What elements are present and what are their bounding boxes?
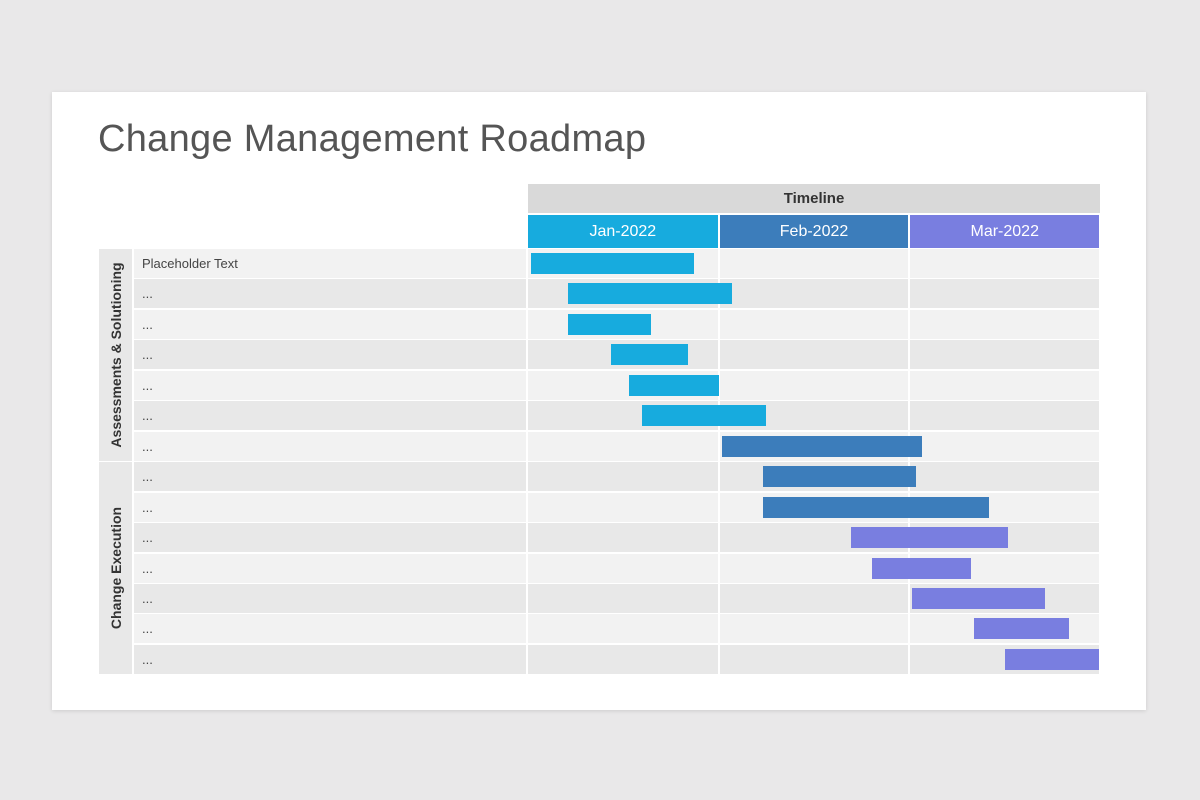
task-row: ... <box>134 492 1100 522</box>
task-bar[interactable] <box>610 344 688 366</box>
task-label-cell <box>134 553 526 583</box>
timeline-cell <box>719 309 909 339</box>
task-label-cell <box>134 431 526 461</box>
timeline-cell <box>528 644 718 674</box>
task-label-cell <box>134 523 526 553</box>
month-header: Mar-2022 <box>910 215 1100 248</box>
timeline-cell <box>719 614 909 644</box>
timeline-cell <box>910 340 1100 370</box>
task-label-cell <box>134 249 526 278</box>
task-bar[interactable] <box>1004 648 1099 670</box>
task-bar[interactable] <box>762 466 916 488</box>
task-row: ... <box>134 614 1100 644</box>
task-label: ... <box>142 651 153 667</box>
timeline-cell <box>528 492 718 522</box>
task-bar[interactable] <box>973 618 1070 640</box>
task-label-cell <box>134 279 526 309</box>
task-label: ... <box>142 560 153 576</box>
task-label-cell <box>134 614 526 644</box>
task-row: ... <box>134 523 1100 553</box>
task-row: ... <box>134 340 1100 370</box>
task-label-cell <box>134 583 526 613</box>
task-row: ... <box>134 309 1100 339</box>
task-label: ... <box>142 377 153 393</box>
timeline-cell <box>528 583 718 613</box>
timeline-cell <box>719 249 909 278</box>
task-label: ... <box>142 590 153 606</box>
task-row: ... <box>134 370 1100 400</box>
task-row: ... <box>134 553 1100 583</box>
section-label-text: Assessments & Solutioning <box>107 262 124 448</box>
task-row: ... <box>134 644 1100 674</box>
timeline-cell <box>719 279 909 309</box>
task-bar[interactable] <box>641 405 767 427</box>
timeline-cell <box>910 249 1100 278</box>
task-label-cell <box>134 370 526 400</box>
timeline-cell <box>910 462 1100 492</box>
task-label-cell <box>134 401 526 431</box>
timeline-cell <box>910 370 1100 400</box>
task-label: ... <box>142 347 153 363</box>
task-bar[interactable] <box>629 374 719 396</box>
task-label-cell <box>134 644 526 674</box>
task-label: ... <box>142 286 153 302</box>
timeline-cell <box>528 523 718 553</box>
task-label: ... <box>142 438 153 454</box>
timeline-cell <box>528 462 718 492</box>
task-bar[interactable] <box>721 435 922 457</box>
task-row: ... <box>134 431 1100 461</box>
task-label-cell <box>134 340 526 370</box>
timeline-cell <box>528 431 718 461</box>
task-bar[interactable] <box>762 496 990 518</box>
task-bar[interactable] <box>531 253 695 274</box>
timeline-cell <box>719 644 909 674</box>
month-header: Feb-2022 <box>719 215 909 248</box>
task-row: ... <box>134 401 1100 431</box>
timeline-cell <box>910 431 1100 461</box>
task-row: ... <box>134 583 1100 613</box>
task-label-cell <box>134 492 526 522</box>
timeline-cell <box>719 583 909 613</box>
task-label: ... <box>142 316 153 332</box>
task-label-cell <box>134 462 526 492</box>
timeline-header: Timeline <box>528 184 1100 213</box>
task-row: Placeholder Text <box>134 249 1100 278</box>
month-header: Jan-2022 <box>528 215 718 248</box>
task-bar[interactable] <box>567 283 733 305</box>
section-label: Change Execution <box>99 462 132 675</box>
task-bar[interactable] <box>912 587 1045 609</box>
page-title: Change Management Roadmap <box>98 118 647 160</box>
task-label: Placeholder Text <box>142 256 238 271</box>
task-label: ... <box>142 408 153 424</box>
timeline-cell <box>719 340 909 370</box>
timeline-cell <box>910 401 1100 431</box>
task-label-cell <box>134 309 526 339</box>
task-row: ... <box>134 279 1100 309</box>
timeline-cell <box>528 614 718 644</box>
task-label: ... <box>142 621 153 637</box>
timeline-cell <box>910 279 1100 309</box>
task-label: ... <box>142 530 153 546</box>
task-bar[interactable] <box>871 557 971 579</box>
task-label: ... <box>142 469 153 485</box>
task-row: ... <box>134 462 1100 492</box>
task-bar[interactable] <box>567 313 652 335</box>
section-label: Assessments & Solutioning <box>99 249 132 462</box>
section-label-text: Change Execution <box>107 507 124 630</box>
task-label: ... <box>142 499 153 515</box>
task-bar[interactable] <box>851 527 1008 549</box>
timeline-cell <box>719 370 909 400</box>
timeline-cell <box>528 553 718 583</box>
timeline-cell <box>910 309 1100 339</box>
